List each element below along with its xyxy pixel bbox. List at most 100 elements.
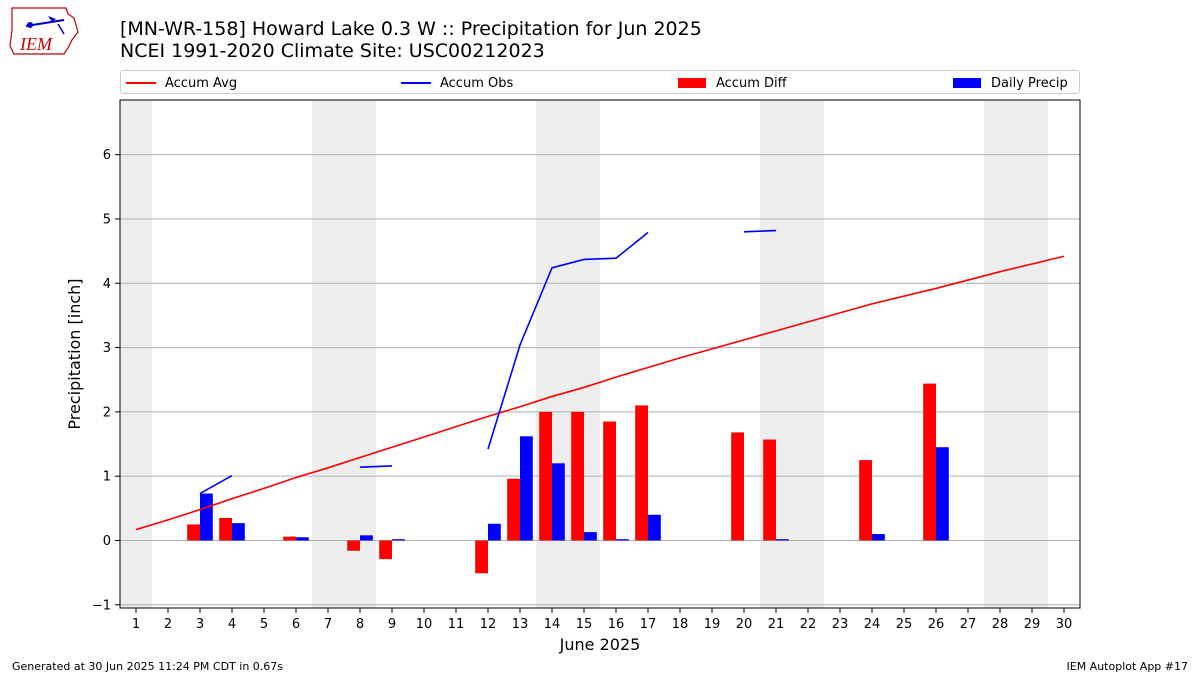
chart-title-line-1: [MN-WR-158] Howard Lake 0.3 W :: Precipi… [120, 18, 702, 40]
x-tick-label: 2 [164, 617, 172, 632]
daily-precip-bar [392, 539, 405, 541]
daily-precip-bar [552, 463, 565, 541]
daily-precip-bar [776, 539, 789, 541]
x-tick-label: 25 [896, 617, 913, 632]
chart-legend: Accum Avg Accum Obs Accum Diff Daily Pre… [120, 70, 1080, 94]
x-tick-label: 19 [704, 617, 721, 632]
daily-precip-bar [584, 532, 597, 541]
x-tick-label: 8 [356, 617, 364, 632]
accum-diff-bar [603, 421, 616, 541]
legend-item-accum-avg: Accum Avg [126, 74, 237, 92]
x-tick-label: 24 [864, 617, 881, 632]
x-tick-label: 1 [132, 617, 140, 632]
legend-label-accum-avg: Accum Avg [165, 75, 238, 91]
daily-precip-bar [200, 493, 213, 541]
x-tick-label: 9 [388, 617, 396, 632]
x-tick-label: 30 [1056, 617, 1073, 632]
x-tick-label: 6 [292, 617, 300, 632]
y-tick-label: 6 [103, 148, 111, 163]
x-tick-label: 5 [260, 617, 268, 632]
legend-swatch-accum-avg [126, 82, 156, 84]
x-tick-label: 16 [608, 617, 625, 632]
accum-diff-bar [635, 405, 648, 541]
legend-item-accum-obs: Accum Obs [401, 74, 513, 92]
y-axis-label: Precipitation [inch] [65, 278, 84, 429]
accum-diff-bar [475, 540, 488, 574]
generated-timestamp: Generated at 30 Jun 2025 11:24 PM CDT in… [12, 660, 284, 673]
x-tick-label: 7 [324, 617, 332, 632]
y-tick-label: 0 [103, 534, 111, 549]
x-tick-label: 11 [448, 617, 465, 632]
accum-avg-line [135, 255, 1065, 531]
legend-label-daily-precip: Daily Precip [991, 75, 1068, 91]
x-tick-label: 27 [960, 617, 977, 632]
legend-swatch-accum-diff [678, 78, 706, 88]
y-tick-label: 1 [103, 470, 111, 485]
weekend-shade [984, 100, 1016, 608]
accum-diff-bar [379, 540, 392, 560]
x-tick-label: 10 [416, 617, 433, 632]
weekend-shade [120, 100, 152, 608]
daily-precip-bar [872, 534, 885, 541]
y-tick-label: 3 [103, 341, 111, 356]
legend-swatch-daily-precip [953, 78, 981, 88]
accum-diff-bar [859, 460, 872, 541]
x-tick-label: 20 [736, 617, 753, 632]
chart-title-line-2: NCEI 1991-2020 Climate Site: USC00212023 [120, 40, 545, 62]
legend-label-accum-diff: Accum Diff [716, 75, 787, 91]
daily-precip-bar [936, 447, 949, 541]
x-axis-label: June 2025 [559, 635, 641, 654]
x-tick-label: 12 [480, 617, 497, 632]
app-credit: IEM Autoplot App #17 [1066, 660, 1189, 673]
weekend-shade [312, 100, 344, 608]
weekend-shade [1016, 100, 1048, 608]
x-tick-label: 22 [800, 617, 817, 632]
plot-frame [119, 99, 1081, 609]
accum-diff-bar [219, 517, 232, 541]
accum-diff-bar [731, 432, 744, 541]
accum-diff-bar [571, 411, 584, 541]
accum-obs-line [359, 465, 393, 468]
legend-label-accum-obs: Accum Obs [440, 75, 514, 91]
x-tick-label: 23 [832, 617, 849, 632]
accum-obs-line [743, 229, 777, 233]
x-tick-label: 14 [544, 617, 561, 632]
weekend-shade [344, 100, 376, 608]
x-tick-label: 21 [768, 617, 785, 632]
accum-diff-bar [347, 540, 360, 551]
x-tick-label: 3 [196, 617, 204, 632]
x-tick-label: 28 [992, 617, 1009, 632]
accum-diff-bar [507, 478, 520, 541]
daily-precip-bar [520, 436, 533, 541]
iem-logo: IEM [8, 6, 80, 60]
accum-obs-line [487, 231, 649, 450]
x-tick-label: 15 [576, 617, 593, 632]
accum-diff-bar [539, 411, 552, 541]
y-tick-label: −1 [92, 598, 111, 613]
x-tick-label: 4 [228, 617, 236, 632]
accum-obs-line [199, 474, 233, 495]
y-tick-label: 4 [103, 277, 111, 292]
x-tick-label: 18 [672, 617, 689, 632]
y-tick-label: 2 [103, 405, 111, 420]
accum-diff-bar [923, 383, 936, 541]
x-tick-label: 13 [512, 617, 529, 632]
daily-precip-bar [648, 514, 661, 541]
x-tick-label: 17 [640, 617, 657, 632]
daily-precip-bar [360, 535, 373, 541]
x-tick-label: 29 [1024, 617, 1041, 632]
daily-precip-bar [488, 523, 501, 541]
daily-precip-bar [296, 537, 309, 541]
legend-item-accum-diff: Accum Diff [678, 74, 787, 92]
chart-title: [MN-WR-158] Howard Lake 0.3 W :: Precipi… [120, 18, 702, 62]
daily-precip-bar [616, 539, 629, 541]
x-tick-label: 26 [928, 617, 945, 632]
legend-swatch-accum-obs [401, 82, 431, 84]
daily-precip-bar [232, 523, 245, 541]
y-tick-label: 5 [103, 212, 111, 227]
accum-diff-bar [763, 439, 776, 541]
weekend-shade [792, 100, 824, 608]
svg-text:IEM: IEM [19, 34, 53, 54]
legend-item-daily-precip: Daily Precip [953, 74, 1068, 92]
